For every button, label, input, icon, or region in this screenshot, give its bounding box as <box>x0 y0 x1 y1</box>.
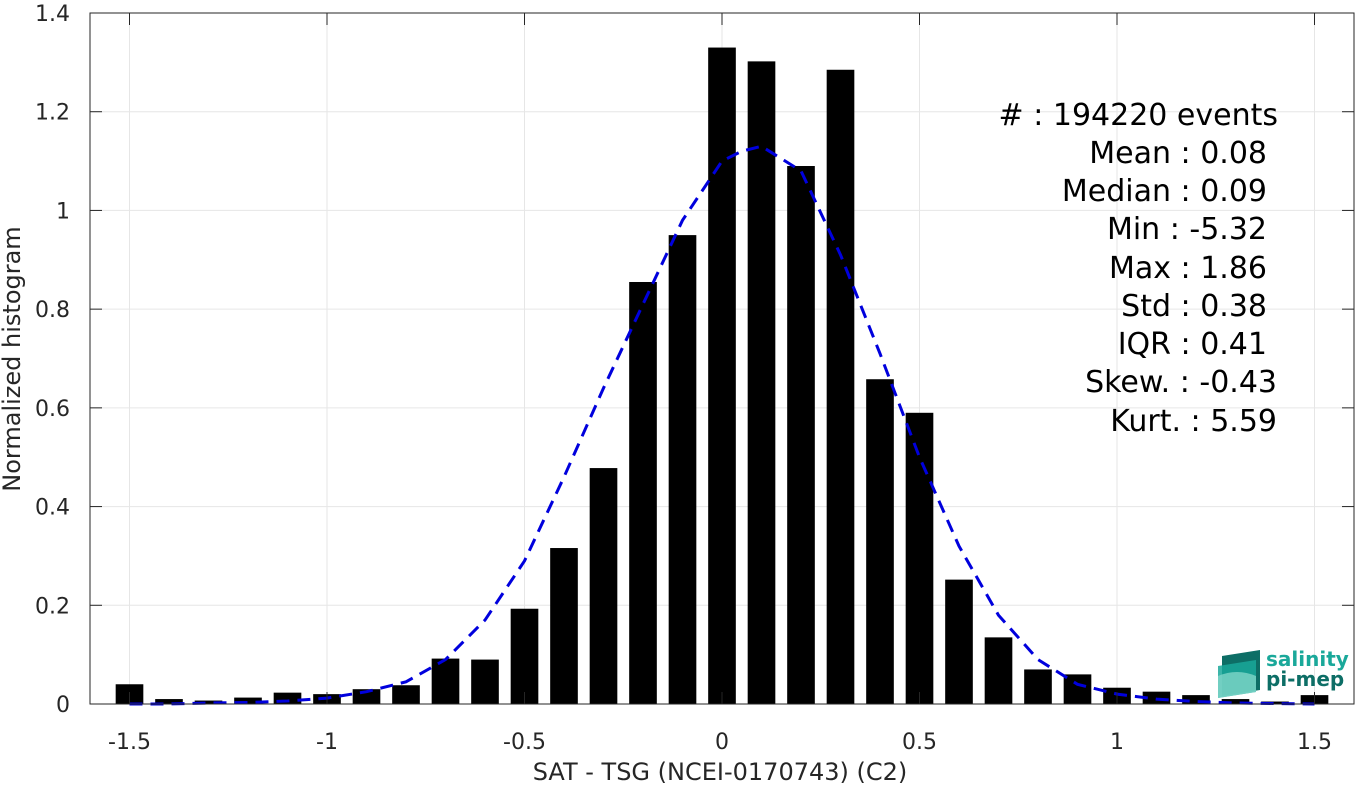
logo-pimep-text: pi-mep <box>1266 667 1344 691</box>
y-tick-label: 0.6 <box>35 397 70 422</box>
x-tick-label: 1.5 <box>1297 730 1332 755</box>
stat-kurt: Kurt. : 5.59 <box>1110 404 1277 439</box>
y-tick-labels: 0 0.2 0.4 0.6 0.8 1 1.2 1.4 <box>35 2 70 718</box>
stat-count: # : 194220 events <box>999 98 1278 133</box>
x-tick-label: -0.5 <box>503 730 546 755</box>
y-tick-label: 0 <box>56 693 70 718</box>
x-tick-labels: -1.5 -1 -0.5 0 0.5 1 1.5 <box>108 730 1332 755</box>
stat-max: Max : 1.86 <box>1109 251 1267 286</box>
histogram-bar <box>1024 669 1052 704</box>
histogram-bar <box>668 235 697 704</box>
histogram-bar <box>1063 674 1092 704</box>
x-tick-label: 1 <box>1110 730 1124 755</box>
stat-mean: Mean : 0.08 <box>1089 136 1267 171</box>
y-tick-label: 1 <box>56 199 70 224</box>
histogram-bar <box>510 608 539 704</box>
x-tick-label: 0.5 <box>902 730 937 755</box>
histogram-bar <box>431 658 460 704</box>
histogram-bar <box>234 697 262 704</box>
histogram-bar <box>945 579 973 704</box>
histogram-bar <box>392 685 420 704</box>
y-tick-label: 0.4 <box>35 496 70 521</box>
histogram-bar <box>747 61 776 705</box>
histogram-bar <box>984 637 1013 704</box>
stats-box: # : 194220 events Mean : 0.08 Median : 0… <box>999 98 1278 439</box>
histogram-bar <box>629 281 657 704</box>
salinity-pimep-logo: salinity pi-mep <box>1218 647 1349 698</box>
histogram-bar <box>155 699 183 704</box>
axes <box>89 12 1355 705</box>
stat-skew: Skew. : -0.43 <box>1085 365 1277 400</box>
x-axis-label: SAT - TSG (NCEI-0170743) (C2) <box>533 758 908 785</box>
histogram-bar <box>1182 695 1210 704</box>
histogram-bar <box>550 548 578 704</box>
y-tick-label: 0.2 <box>35 594 70 619</box>
histogram-bar <box>1221 699 1250 704</box>
y-axis-label: Normalized histogram <box>0 226 26 491</box>
stat-iqr: IQR : 0.41 <box>1118 327 1267 362</box>
y-tick-label: 0.8 <box>35 298 70 323</box>
x-tick-label: -1.5 <box>108 730 151 755</box>
histogram-bar <box>826 69 855 704</box>
histogram-bar <box>273 692 302 704</box>
x-tick-label: 0 <box>715 730 729 755</box>
histogram-bar <box>708 47 736 705</box>
stat-std: Std : 0.38 <box>1121 289 1267 324</box>
y-tick-label: 1.2 <box>35 101 70 126</box>
histogram-bar <box>787 166 815 704</box>
histogram-bar <box>1261 701 1289 704</box>
histogram-bar <box>194 700 223 704</box>
y-tick-label: 1.4 <box>35 2 70 27</box>
histogram-bar <box>352 689 381 704</box>
stat-min: Min : -5.32 <box>1107 212 1267 247</box>
wave-logo-icon <box>1218 650 1260 698</box>
histogram-bar <box>905 412 934 704</box>
histogram-bar <box>866 379 894 704</box>
histogram-bar <box>589 468 618 704</box>
histogram-bar <box>471 659 499 704</box>
x-tick-label: -1 <box>316 730 338 755</box>
fit-curve <box>129 144 1315 706</box>
logo-salinity-text: salinity <box>1266 647 1349 671</box>
stat-median: Median : 0.09 <box>1062 174 1267 209</box>
